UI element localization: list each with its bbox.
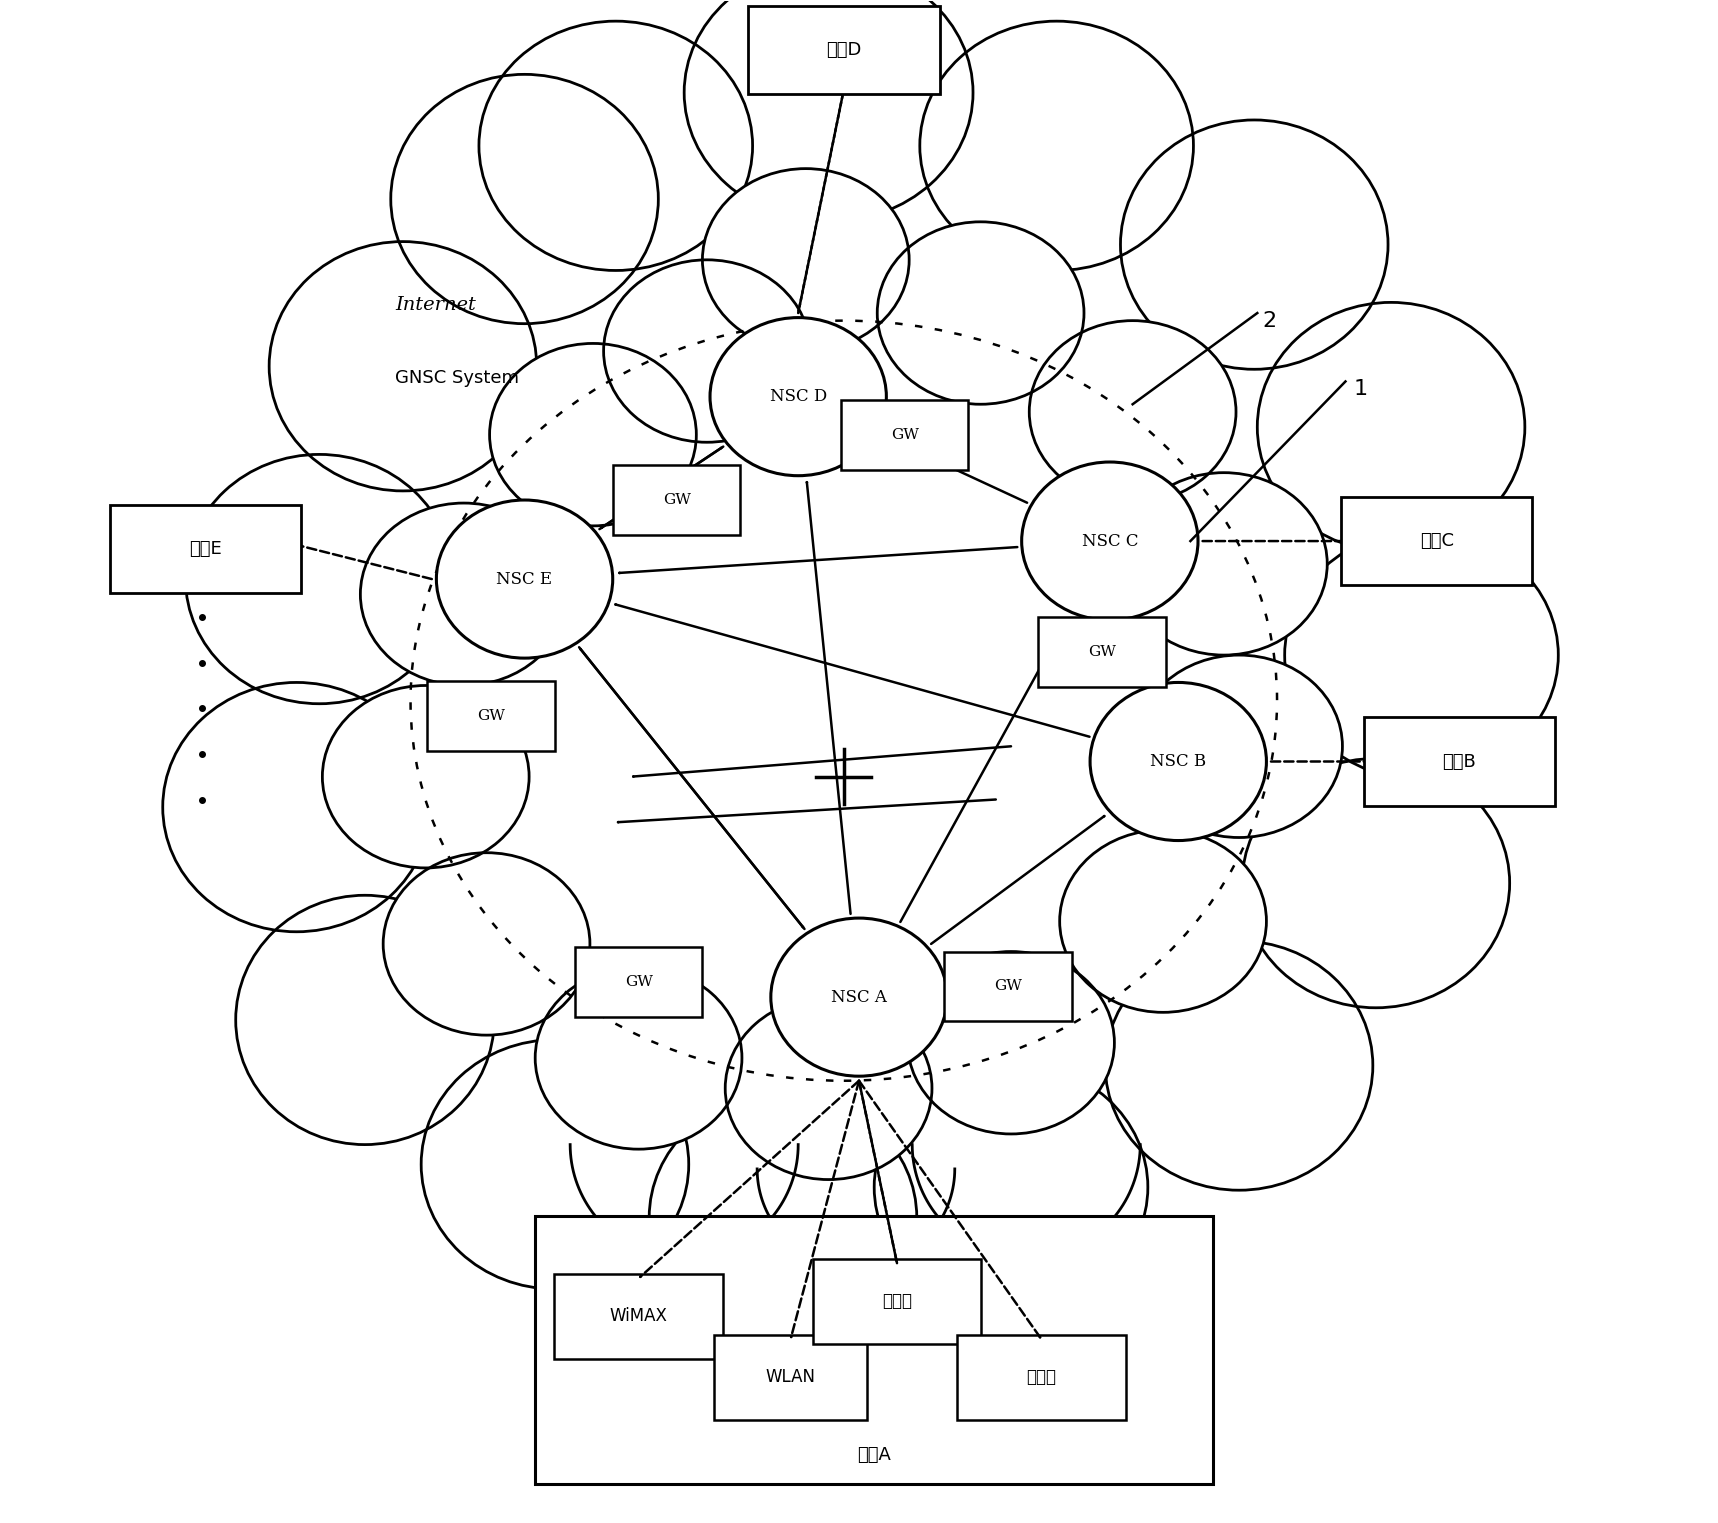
Text: WLAN: WLAN xyxy=(766,1368,816,1386)
Ellipse shape xyxy=(710,318,886,475)
Text: GW: GW xyxy=(1087,646,1117,659)
Ellipse shape xyxy=(907,952,1115,1135)
Ellipse shape xyxy=(919,21,1194,271)
Text: 区域C: 区域C xyxy=(1419,532,1453,550)
Text: Internet: Internet xyxy=(395,297,476,314)
Text: NSC C: NSC C xyxy=(1082,533,1137,550)
Ellipse shape xyxy=(383,853,589,1036)
Ellipse shape xyxy=(649,1094,917,1342)
Ellipse shape xyxy=(1091,682,1266,841)
FancyBboxPatch shape xyxy=(428,681,555,751)
FancyBboxPatch shape xyxy=(576,947,703,1017)
Text: GW: GW xyxy=(478,708,505,723)
Text: 区域D: 区域D xyxy=(826,41,861,59)
Ellipse shape xyxy=(163,682,430,932)
Text: NSC D: NSC D xyxy=(770,388,826,405)
Ellipse shape xyxy=(536,967,742,1150)
Text: NSC B: NSC B xyxy=(1149,752,1206,771)
FancyBboxPatch shape xyxy=(813,1258,981,1343)
Ellipse shape xyxy=(1060,830,1266,1013)
Text: NSC E: NSC E xyxy=(497,571,553,588)
Text: 2: 2 xyxy=(1263,311,1276,330)
FancyBboxPatch shape xyxy=(1342,496,1532,585)
FancyBboxPatch shape xyxy=(713,1334,868,1419)
FancyBboxPatch shape xyxy=(555,1273,723,1359)
Ellipse shape xyxy=(270,242,536,490)
Ellipse shape xyxy=(771,918,947,1077)
FancyBboxPatch shape xyxy=(747,6,940,94)
FancyBboxPatch shape xyxy=(536,1215,1213,1483)
Ellipse shape xyxy=(490,344,696,525)
Ellipse shape xyxy=(603,260,811,442)
Ellipse shape xyxy=(361,503,567,685)
Ellipse shape xyxy=(390,75,658,324)
Text: 1: 1 xyxy=(1354,379,1368,399)
Text: GW: GW xyxy=(625,975,653,988)
Text: GW: GW xyxy=(890,428,919,442)
Ellipse shape xyxy=(874,1063,1148,1311)
Text: GW: GW xyxy=(995,979,1022,993)
Text: NSC A: NSC A xyxy=(832,988,886,1005)
FancyBboxPatch shape xyxy=(945,952,1072,1022)
FancyBboxPatch shape xyxy=(110,504,301,592)
Ellipse shape xyxy=(1120,472,1328,655)
Ellipse shape xyxy=(1258,303,1526,551)
Ellipse shape xyxy=(186,454,454,704)
Ellipse shape xyxy=(1242,758,1510,1008)
FancyBboxPatch shape xyxy=(1364,717,1555,806)
Ellipse shape xyxy=(479,21,752,271)
Text: GW: GW xyxy=(663,493,691,507)
Text: 蜂窝网: 蜂窝网 xyxy=(1026,1368,1057,1386)
FancyBboxPatch shape xyxy=(957,1334,1125,1419)
Text: 区域B: 区域B xyxy=(1443,752,1476,771)
FancyBboxPatch shape xyxy=(840,399,969,469)
Text: 区域E: 区域E xyxy=(189,539,222,557)
Ellipse shape xyxy=(421,1040,689,1288)
Ellipse shape xyxy=(436,500,613,658)
Ellipse shape xyxy=(1105,941,1373,1189)
Ellipse shape xyxy=(725,998,931,1179)
Text: WiMAX: WiMAX xyxy=(610,1307,668,1325)
Ellipse shape xyxy=(323,685,529,868)
Text: GNSC System: GNSC System xyxy=(395,370,519,387)
Ellipse shape xyxy=(1022,461,1197,620)
FancyBboxPatch shape xyxy=(1038,617,1167,687)
Ellipse shape xyxy=(878,222,1084,404)
Text: 区域A: 区域A xyxy=(857,1445,892,1464)
Ellipse shape xyxy=(684,0,972,222)
Text: 卫星网: 卫星网 xyxy=(881,1292,912,1310)
Ellipse shape xyxy=(1285,530,1558,780)
Ellipse shape xyxy=(235,896,495,1145)
Ellipse shape xyxy=(1136,655,1342,838)
Ellipse shape xyxy=(1029,321,1235,503)
Ellipse shape xyxy=(1120,120,1388,369)
FancyBboxPatch shape xyxy=(613,465,740,535)
Ellipse shape xyxy=(703,169,909,350)
